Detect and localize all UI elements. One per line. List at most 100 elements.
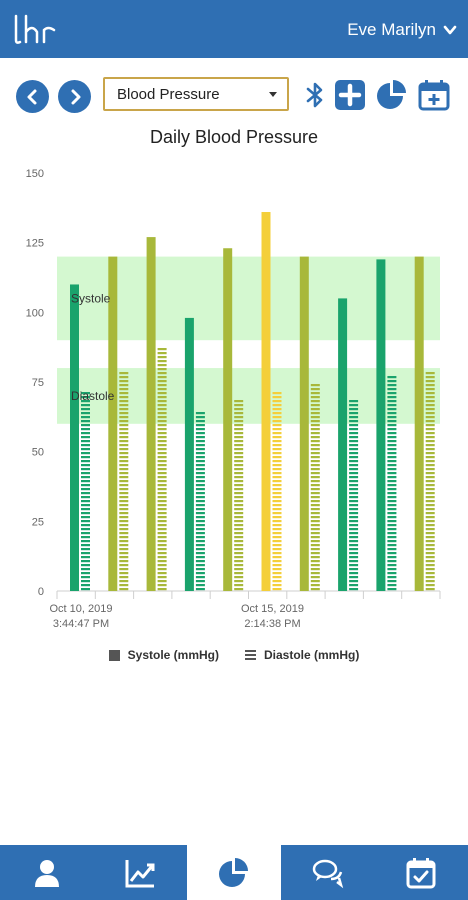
next-button[interactable] (58, 80, 91, 113)
diastole-bar-segment (234, 416, 244, 419)
diastole-bar-segment (119, 560, 129, 563)
diastole-bar-segment (81, 420, 90, 423)
diastole-bar-segment (310, 544, 320, 547)
diastole-bar-segment (387, 588, 397, 591)
y-tick-label: 50 (32, 447, 44, 459)
diastole-bar-segment (272, 492, 282, 495)
nav-trends[interactable] (94, 845, 188, 900)
diastole-bar-segment (387, 428, 397, 431)
calendar-add-icon[interactable] (417, 78, 451, 112)
lhr-logo[interactable] (10, 10, 66, 50)
diastole-bar-segment (387, 460, 397, 463)
diastole-bar-segment (349, 560, 359, 563)
diastole-bar-segment (157, 476, 167, 479)
diastole-bar-segment (195, 480, 205, 483)
nav-messages[interactable] (281, 845, 375, 900)
diastole-bar-segment (425, 456, 435, 459)
diastole-bar-segment (349, 576, 359, 579)
diastole-bar-segment (81, 488, 90, 491)
diastole-bar-segment (272, 408, 282, 411)
diastole-bar-segment (195, 564, 205, 567)
diastole-bar-segment (157, 516, 167, 519)
x-tick-label-date: Oct 10, 2019 (50, 603, 113, 615)
diastole-bar-segment (387, 508, 397, 511)
diastole-bar-segment (387, 516, 397, 519)
diastole-bar-segment (425, 524, 435, 527)
diastole-bar-segment (387, 496, 397, 499)
diastole-bar-segment (310, 472, 320, 475)
diastole-bar-segment (310, 568, 320, 571)
diastole-bar-segment (425, 588, 435, 591)
diastole-bar-segment (119, 544, 129, 547)
diastole-bar-segment (234, 432, 244, 435)
diastole-bar-segment (310, 464, 320, 467)
diastole-bar-segment (81, 548, 90, 551)
diastole-bar-segment (157, 504, 167, 507)
diastole-bar-segment (425, 580, 435, 583)
diastole-bar-segment (425, 560, 435, 563)
diastole-bar-segment (119, 384, 129, 387)
diastole-bar-segment (195, 444, 205, 447)
diastole-bar-segment (349, 432, 359, 435)
diastole-bar-segment (425, 396, 435, 399)
user-menu[interactable]: Eve Marilyn (347, 17, 458, 43)
bluetooth-icon[interactable] (298, 78, 332, 112)
diastole-bar-segment (119, 580, 129, 583)
chart-title: Daily Blood Pressure (149, 127, 319, 147)
diastole-bar-segment (119, 408, 129, 411)
diastole-bar-segment (234, 440, 244, 443)
diastole-bar-segment (425, 476, 435, 479)
diastole-bar-segment (272, 572, 282, 575)
nav-charts[interactable] (187, 845, 281, 900)
pie-chart-icon[interactable] (375, 78, 409, 112)
diastole-bar-segment (157, 360, 167, 363)
diastole-bar-segment (349, 528, 359, 531)
diastole-bar-segment (425, 464, 435, 467)
diastole-bar-segment (349, 484, 359, 487)
diastole-bar-segment (234, 492, 244, 495)
nav-calendar[interactable] (374, 845, 468, 900)
diastole-bar-segment (310, 500, 320, 503)
previous-button[interactable] (16, 80, 49, 113)
diastole-bar-segment (119, 388, 129, 391)
diastole-bar-segment (310, 516, 320, 519)
nav-profile[interactable] (0, 845, 94, 900)
diastole-bar-segment (349, 552, 359, 555)
diastole-bar-segment (81, 568, 90, 571)
diastole-bar-segment (349, 512, 359, 515)
diastole-bar-segment (387, 432, 397, 435)
legend-item-diastole[interactable]: Diastole (mmHg) (245, 648, 359, 662)
diastole-bar-segment (272, 496, 282, 499)
diastole-bar-segment (234, 544, 244, 547)
systole-bar (146, 237, 156, 591)
diastole-bar-segment (157, 428, 167, 431)
diastole-bar-segment (157, 488, 167, 491)
diastole-bar-segment (157, 380, 167, 383)
legend-item-systole[interactable]: Systole (mmHg) (108, 648, 219, 662)
diastole-bar-segment (425, 540, 435, 543)
diastole-bar-segment (310, 548, 320, 551)
diastole-bar-segment (425, 424, 435, 427)
diastole-bar-segment (119, 444, 129, 447)
diastole-bar-segment (81, 556, 90, 559)
diastole-bar-segment (234, 480, 244, 483)
add-icon[interactable] (333, 78, 367, 112)
diastole-bar-segment (157, 384, 167, 387)
metric-select[interactable]: Blood Pressure (103, 77, 289, 111)
diastole-bar-segment (157, 420, 167, 423)
diastole-bar-segment (195, 544, 205, 547)
diastole-bar-segment (310, 416, 320, 419)
diastole-bar-segment (195, 488, 205, 491)
diastole-bar-segment (81, 544, 90, 547)
diastole-bar-segment (81, 532, 90, 535)
diastole-bar-segment (349, 428, 359, 431)
forward-arrow-icon (71, 89, 80, 104)
diastole-bar-segment (272, 424, 282, 427)
diastole-bar-segment (310, 384, 320, 387)
diastole-bar-segment (119, 400, 129, 403)
diastole-bar-segment (310, 388, 320, 391)
diastole-bar-segment (310, 400, 320, 403)
diastole-bar-segment (119, 528, 129, 531)
diastole-bar-segment (195, 500, 205, 503)
diastole-bar-segment (81, 572, 90, 575)
